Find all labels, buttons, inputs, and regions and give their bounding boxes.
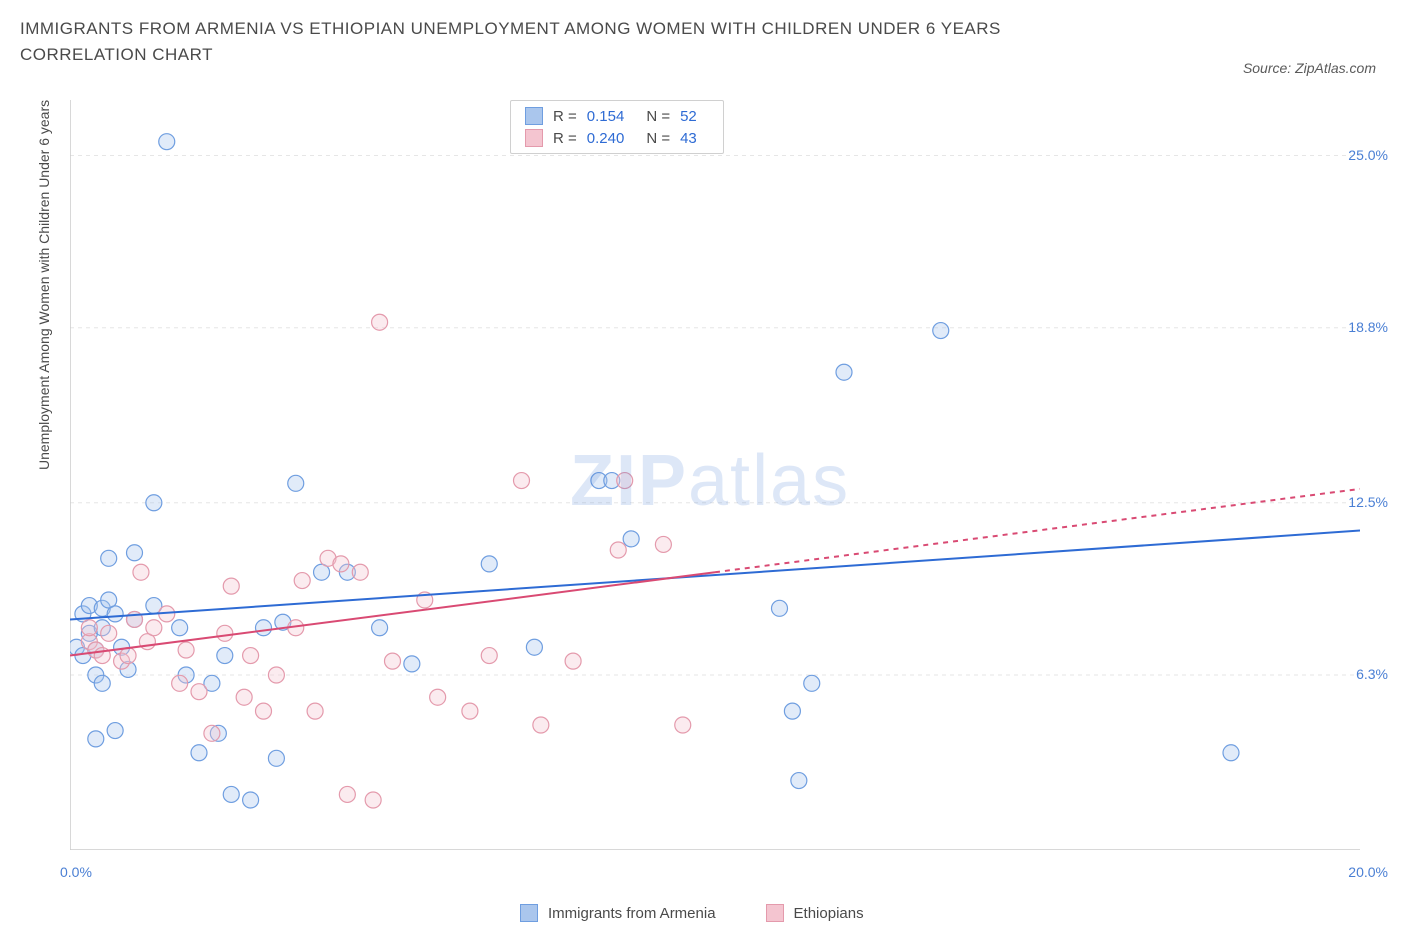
chart-title: IMMIGRANTS FROM ARMENIA VS ETHIOPIAN UNE… xyxy=(20,16,1120,67)
stats-row: R = 0.154 N = 52 xyxy=(525,107,709,125)
legend-swatch xyxy=(520,904,538,922)
legend-swatch xyxy=(525,129,543,147)
y-tick-label: 25.0% xyxy=(1348,147,1388,163)
x-tick-label: 0.0% xyxy=(60,864,92,880)
legend-label: Ethiopians xyxy=(794,905,864,922)
chart-area xyxy=(70,100,1360,850)
y-tick-label: 18.8% xyxy=(1348,319,1388,335)
stat-r-value: 0.240 xyxy=(587,130,625,147)
stat-n-value: 52 xyxy=(680,108,697,125)
stat-n-value: 43 xyxy=(680,130,697,147)
source-attribution: Source: ZipAtlas.com xyxy=(1243,60,1376,76)
bottom-legend: Immigrants from Armenia Ethiopians xyxy=(520,904,864,922)
stat-r-label: R = xyxy=(553,130,577,147)
legend-item: Immigrants from Armenia xyxy=(520,904,716,922)
legend-label: Immigrants from Armenia xyxy=(548,905,716,922)
stats-box: R = 0.154 N = 52 R = 0.240 N = 43 xyxy=(510,100,724,154)
stats-row: R = 0.240 N = 43 xyxy=(525,129,709,147)
y-tick-label: 6.3% xyxy=(1356,666,1388,682)
legend-item: Ethiopians xyxy=(766,904,864,922)
stat-r-label: R = xyxy=(553,108,577,125)
stat-n-label: N = xyxy=(646,130,670,147)
y-tick-label: 12.5% xyxy=(1348,494,1388,510)
legend-swatch xyxy=(525,107,543,125)
stat-n-label: N = xyxy=(646,108,670,125)
stat-r-value: 0.154 xyxy=(587,108,625,125)
y-axis-label: Unemployment Among Women with Children U… xyxy=(36,100,52,470)
legend-swatch xyxy=(766,904,784,922)
x-tick-label: 20.0% xyxy=(1348,864,1388,880)
scatter-plot xyxy=(70,100,1360,850)
